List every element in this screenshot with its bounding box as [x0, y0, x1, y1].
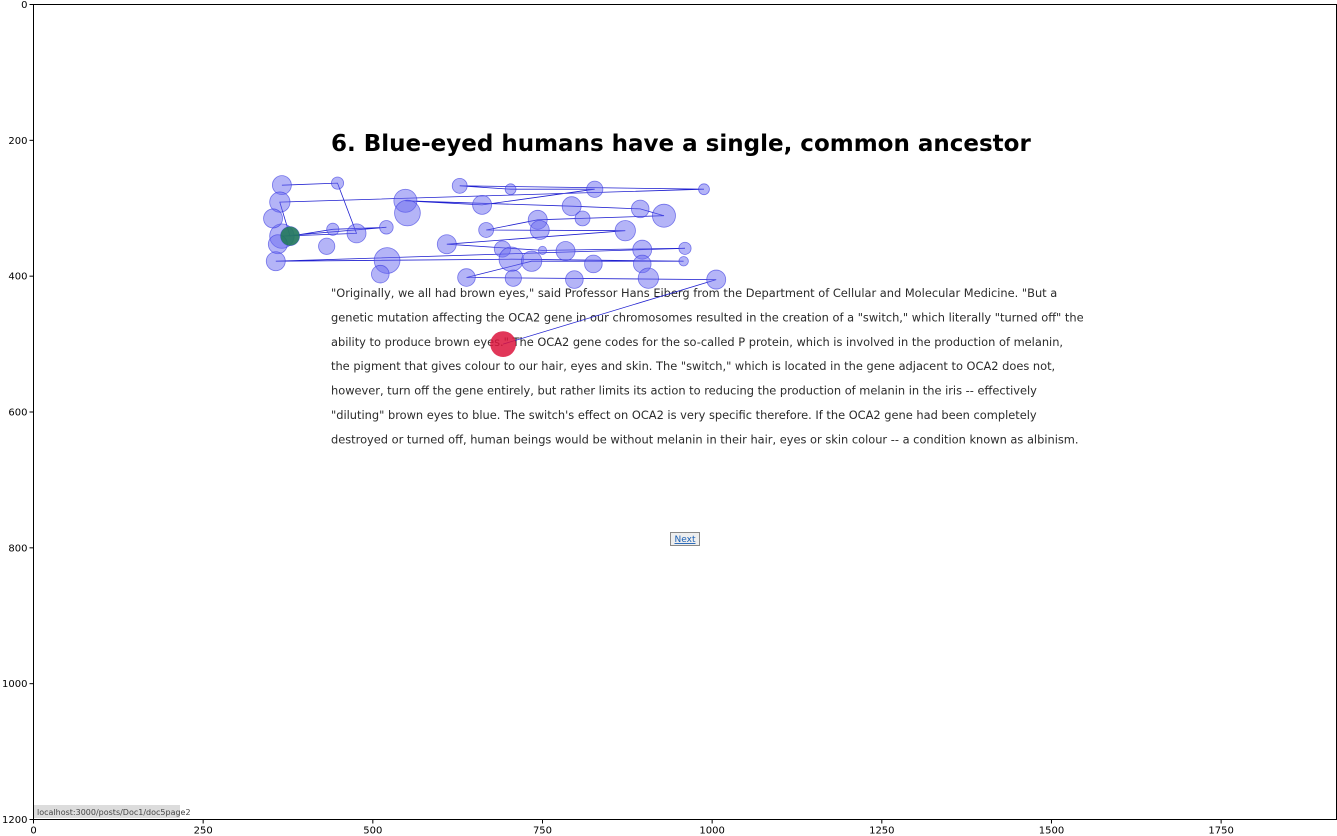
- paragraph-line: however, turn off the gene entirely, but…: [331, 384, 1037, 398]
- fixation-point: [521, 250, 543, 272]
- y-axis: 0 200 400 600 800 1000 1200: [2, 0, 34, 826]
- fixation-point: [538, 245, 547, 255]
- fixation-point: [529, 220, 550, 240]
- x-tick-label: 1750: [1208, 826, 1233, 836]
- next-button-label[interactable]: Next: [675, 535, 696, 545]
- fixation-point: [451, 177, 468, 194]
- x-tick-label: 1250: [869, 826, 894, 836]
- fixation-point: [436, 234, 457, 255]
- plot-frame: [33, 4, 1337, 820]
- y-tick-label: 600: [8, 408, 27, 419]
- fixation-point: [394, 199, 421, 227]
- fixation-point: [630, 199, 650, 219]
- paragraph-line: "Originally, we all had brown eyes," sai…: [331, 286, 1057, 300]
- fixation-point: [504, 183, 517, 196]
- fixation-point: [457, 268, 476, 287]
- y-tick-label: 1000: [2, 679, 27, 690]
- paragraph-line: ability to produce brown eyes." The OCA2…: [331, 335, 1063, 349]
- fixation-point: [478, 222, 495, 238]
- fixation-point: [706, 269, 727, 290]
- x-tick-label: 0: [30, 826, 36, 836]
- x-tick-label: 750: [533, 826, 552, 836]
- fixation-point: [586, 180, 604, 198]
- paragraph-line: the pigment that gives colour to our hai…: [331, 359, 1055, 373]
- y-tick-label: 800: [8, 543, 27, 554]
- x-axis: 0 250 500 750 1000 1250 1500 1750: [30, 819, 1234, 836]
- x-tick-label: 250: [194, 826, 213, 836]
- fixation-point: [698, 183, 710, 196]
- paragraph-line: "diluting" brown eyes to blue. The switc…: [331, 408, 1037, 422]
- fixation-point: [504, 269, 522, 287]
- fixation-point: [652, 203, 676, 228]
- next-button[interactable]: Next: [670, 532, 700, 546]
- fixation-point: [637, 267, 659, 289]
- fixation-point: [584, 254, 603, 274]
- fixation-point: [555, 241, 576, 261]
- fixation-point: [331, 176, 345, 190]
- x-tick-label: 500: [363, 826, 382, 836]
- fixation-point: [561, 196, 582, 217]
- y-tick-label: 200: [8, 136, 27, 147]
- fixation-point: [565, 270, 584, 289]
- gaze-points: [263, 175, 727, 357]
- fixation-point: [574, 210, 591, 227]
- status-bar: localhost:3000/posts/Doc1/doc5page2: [34, 805, 191, 818]
- start-fixation-point: [280, 226, 300, 246]
- y-tick-label: 1200: [2, 815, 27, 826]
- fixation-point: [614, 220, 636, 242]
- fixation-point: [678, 241, 692, 255]
- fixation-point: [371, 264, 390, 284]
- paragraph-line: destroyed or turned off, human beings wo…: [331, 432, 1079, 446]
- fixation-point: [265, 251, 286, 272]
- status-url: localhost:3000/posts/Doc1/doc5page2: [37, 808, 191, 817]
- x-tick-label: 1000: [699, 826, 724, 836]
- fixation-point: [472, 194, 492, 215]
- fixation-point: [678, 256, 689, 267]
- fixation-point: [326, 222, 340, 236]
- x-tick-label: 1500: [1039, 826, 1064, 836]
- page-title: 6. Blue-eyed humans have a single, commo…: [331, 131, 1031, 157]
- fixation-point: [379, 220, 394, 235]
- paragraph-line: genetic mutation affecting the OCA2 gene…: [331, 310, 1084, 324]
- fixation-point: [346, 223, 367, 244]
- end-fixation-point: [490, 331, 517, 357]
- y-tick-label: 0: [21, 0, 27, 11]
- fixation-point: [263, 208, 283, 229]
- y-tick-label: 400: [8, 272, 27, 283]
- fixation-point: [318, 237, 336, 255]
- fixation-point: [498, 246, 524, 272]
